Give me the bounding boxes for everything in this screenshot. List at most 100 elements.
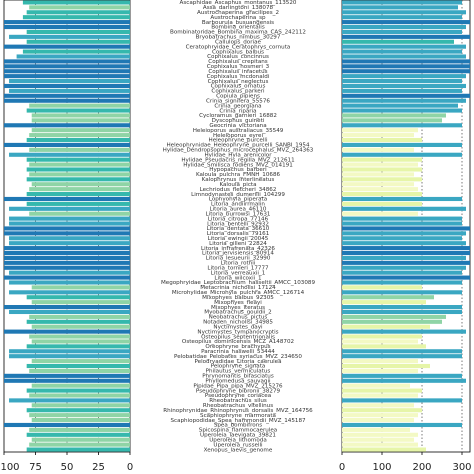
- left-bar: [9, 88, 130, 93]
- species-label: Crinia_signifera_55576: [206, 98, 270, 104]
- species-label: Heleophrynidae_Heleophryne_purcelli_SANB…: [166, 143, 310, 149]
- left-bar: [26, 29, 130, 34]
- species-labels-panel: Ascaphidae_Ascaphus_montanus_113520Assa_…: [161, 0, 316, 453]
- right-tick-label: 100: [372, 462, 391, 473]
- left-bar: [22, 15, 130, 20]
- species-label: Lophyohyla_piperata: [209, 197, 267, 203]
- left-bar: [26, 295, 130, 300]
- species-label: Uperoleia_laevigata_39821: [200, 433, 276, 439]
- right-bar: [342, 383, 410, 388]
- left-bar: [4, 64, 130, 69]
- species-label: Paracrinia_haswelli_53444: [201, 349, 275, 355]
- species-label: Pseudophryne_bibronii_38279: [196, 388, 281, 394]
- species-label: Hylidae_Dendropsophus_microcephalus_MVZ_…: [163, 148, 314, 154]
- left-bar: [26, 177, 130, 182]
- left-bar: [9, 354, 130, 359]
- right-bar: [342, 319, 442, 324]
- species-label: Phyllomedusa_sauvagii: [205, 378, 271, 384]
- left-bar: [4, 142, 130, 147]
- right-bar: [342, 427, 410, 432]
- left-bar: [26, 363, 130, 369]
- left-bar: [4, 74, 130, 79]
- species-label: Neobatrachus_pictus: [209, 315, 268, 321]
- left-bar: [4, 93, 130, 98]
- right-bar: [342, 108, 462, 113]
- right-bar: [342, 167, 422, 172]
- species-label: Litoria_tornieri_17777: [207, 265, 269, 271]
- right-tick-label: 0: [339, 462, 345, 473]
- right-bar: [342, 305, 462, 310]
- right-bar: [342, 152, 462, 157]
- right-bar: [342, 275, 470, 280]
- left-tick-label: 25: [92, 462, 105, 473]
- right-bar: [342, 388, 422, 393]
- left-bar: [31, 113, 130, 118]
- right-bar: [342, 422, 462, 428]
- species-label: Hypopachus_barberi: [209, 167, 267, 173]
- right-bar: [342, 447, 426, 452]
- left-bar: [26, 408, 130, 413]
- right-bar: [342, 98, 466, 103]
- left-bar: [31, 128, 130, 133]
- species-label: Litoria_gilleni_22824: [209, 241, 267, 247]
- species-label: Limnodynastes_dumerilii_104299: [191, 192, 285, 198]
- right-bar: [342, 123, 462, 128]
- species-label: Phrynomantis_bifasciatus: [202, 374, 274, 380]
- species-label: Litoria_lesueurii_32990: [206, 256, 271, 262]
- species-label: Litoria_jervisiensis_80914: [202, 251, 274, 257]
- right-bar: [342, 285, 422, 290]
- species-label: Scaphiophryne_marmorata: [200, 413, 276, 419]
- right-bar: [342, 413, 418, 418]
- species-label: Cophixalus_neglectus: [208, 79, 269, 85]
- left-bar: [16, 54, 131, 59]
- left-tick-label: 0: [127, 462, 133, 473]
- left-bar: [31, 339, 130, 344]
- right-bar: [342, 260, 470, 265]
- right-bar: [342, 393, 418, 398]
- left-bar: [4, 422, 130, 428]
- right-bar: [342, 5, 458, 10]
- species-label: Mixophyes_iteratus: [211, 305, 265, 311]
- right-bar: [342, 270, 462, 275]
- species-label: Hylidae_Pseudacris_regilla_MVZ_212611: [181, 157, 295, 163]
- right-bar: [342, 398, 462, 403]
- right-bar: [342, 69, 470, 74]
- species-label: Austrochaperina_gracilipes_2: [197, 10, 279, 16]
- species-label: Cophixalus_ornatus: [211, 84, 266, 90]
- left-bar: [4, 260, 130, 265]
- left-bar: [4, 265, 130, 270]
- right-bar: [342, 344, 426, 349]
- species-label: Uperoleia_lithomoda: [209, 437, 267, 443]
- right-bar: [342, 226, 470, 231]
- left-bar: [4, 98, 130, 103]
- right-bar: [342, 142, 462, 147]
- left-bar: [29, 413, 131, 418]
- right-bar: [342, 324, 430, 329]
- species-label: Rheobatrachus_silus: [209, 398, 267, 404]
- left-bar: [26, 10, 130, 15]
- species-label: Megophryidae_Leptobrachium_hasseltii_AMC…: [161, 280, 316, 286]
- left-bar: [31, 300, 130, 305]
- right-bar: [342, 211, 418, 216]
- right-bar: [342, 137, 422, 143]
- species-label: Heleophryne_purcelli: [208, 138, 267, 144]
- left-bar: [26, 192, 130, 197]
- right-bar: [342, 295, 434, 300]
- species-label: Pipidae_Pipa_pipa_MVZ_215276: [193, 383, 283, 389]
- species-label: Philautus_vermiculatus: [206, 369, 271, 375]
- right-bar: [342, 329, 466, 334]
- species-label: Pelobatidae_Pelobates_syriacus_MVZ_23465…: [174, 354, 302, 360]
- species-label: Uperoleia_russelli: [213, 442, 263, 448]
- species-label: Crinia_riparia: [219, 108, 256, 114]
- species-label: Assa_darlingtoni_138078: [203, 5, 274, 11]
- left-bar: [31, 118, 130, 123]
- species-label: Litoria_wilcoxii_1: [214, 275, 262, 281]
- species-label: Austrochaperina_sp: [210, 15, 266, 21]
- left-bar: [31, 285, 130, 290]
- left-bar: [4, 373, 130, 378]
- right-bar: [342, 216, 462, 221]
- left-bar: [22, 0, 130, 5]
- right-bar: [342, 15, 462, 20]
- right-bar: [342, 83, 466, 89]
- left-bar: [29, 187, 131, 192]
